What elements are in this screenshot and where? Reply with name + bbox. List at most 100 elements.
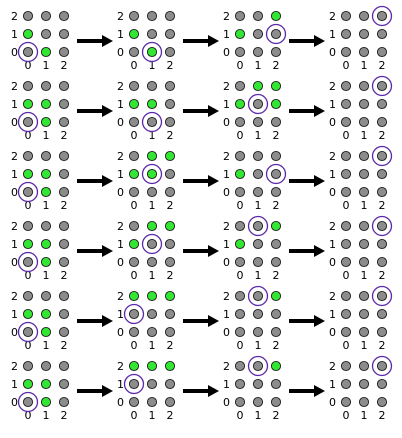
col-label: 2 xyxy=(61,339,68,352)
inactive-dot xyxy=(164,256,176,268)
inactive-dot xyxy=(252,168,264,180)
col-label: 1 xyxy=(149,129,156,142)
inactive-dot xyxy=(146,396,158,408)
inactive-dot xyxy=(22,360,34,372)
row-label: 2 xyxy=(223,290,230,303)
col-label: 1 xyxy=(361,269,368,282)
inactive-dot xyxy=(340,220,352,232)
col-label: 0 xyxy=(131,129,138,142)
row-label: 1 xyxy=(223,98,230,111)
inactive-dot xyxy=(340,98,352,110)
col-label: 2 xyxy=(61,199,68,212)
inactive-dot xyxy=(252,10,264,22)
inactive-dot xyxy=(40,80,52,92)
active-dot xyxy=(40,326,52,338)
arrow-icon xyxy=(77,385,113,397)
row-label: 1 xyxy=(117,28,124,41)
col-label: 2 xyxy=(167,59,174,72)
row-label: 1 xyxy=(11,308,18,321)
inactive-dot xyxy=(58,326,70,338)
inactive-dot xyxy=(146,10,158,22)
inactive-dot xyxy=(164,238,176,250)
inactive-dot xyxy=(340,360,352,372)
col-label: 1 xyxy=(361,129,368,142)
row-label: 2 xyxy=(223,220,230,233)
active-dot xyxy=(22,168,34,180)
arrow-icon xyxy=(77,175,113,187)
inactive-dot xyxy=(252,186,264,198)
row-label: 2 xyxy=(329,360,336,373)
inactive-dot xyxy=(252,308,264,320)
inactive-dot xyxy=(358,150,370,162)
inactive-dot xyxy=(58,396,70,408)
col-label: 1 xyxy=(43,199,50,212)
active-dot xyxy=(234,168,246,180)
row-label: 1 xyxy=(329,238,336,251)
inactive-dot xyxy=(270,378,282,390)
inactive-dot xyxy=(128,396,140,408)
inactive-dot xyxy=(358,290,370,302)
inactive-dot xyxy=(376,396,388,408)
arrow-icon xyxy=(77,315,113,327)
active-dot xyxy=(40,116,52,128)
inactive-dot xyxy=(58,10,70,22)
inactive-dot xyxy=(376,220,388,232)
inactive-dot xyxy=(376,98,388,110)
active-dot xyxy=(22,28,34,40)
active-dot xyxy=(128,28,140,40)
arrow-icon xyxy=(183,105,219,117)
inactive-dot xyxy=(252,220,264,232)
col-label: 2 xyxy=(273,129,280,142)
row-label: 1 xyxy=(117,308,124,321)
inactive-dot xyxy=(358,10,370,22)
active-dot xyxy=(270,360,282,372)
arrow-icon xyxy=(77,245,113,257)
arrow-icon xyxy=(183,245,219,257)
col-label: 2 xyxy=(61,269,68,282)
inactive-dot xyxy=(358,168,370,180)
row-label: 2 xyxy=(11,10,18,23)
col-label: 1 xyxy=(361,199,368,212)
col-label: 2 xyxy=(167,269,174,282)
row-label: 1 xyxy=(117,378,124,391)
inactive-dot xyxy=(358,308,370,320)
row-label: 1 xyxy=(11,98,18,111)
inactive-dot xyxy=(128,326,140,338)
inactive-dot xyxy=(234,378,246,390)
inactive-dot xyxy=(270,150,282,162)
inactive-dot xyxy=(340,326,352,338)
row-label: 2 xyxy=(117,10,124,23)
col-label: 2 xyxy=(379,199,386,212)
active-dot xyxy=(128,98,140,110)
col-label: 1 xyxy=(361,59,368,72)
col-label: 1 xyxy=(361,339,368,352)
row-label: 0 xyxy=(223,326,230,339)
inactive-dot xyxy=(252,28,264,40)
col-label: 1 xyxy=(149,199,156,212)
inactive-dot xyxy=(376,116,388,128)
position-marker xyxy=(265,163,287,185)
inactive-dot xyxy=(164,326,176,338)
active-dot xyxy=(40,308,52,320)
active-dot xyxy=(164,150,176,162)
row-label: 1 xyxy=(11,168,18,181)
position-marker xyxy=(371,215,393,237)
active-dot xyxy=(146,290,158,302)
row-label: 0 xyxy=(117,46,124,59)
position-marker xyxy=(141,163,163,185)
col-label: 2 xyxy=(379,59,386,72)
inactive-dot xyxy=(128,46,140,58)
active-dot xyxy=(22,378,34,390)
active-dot xyxy=(146,46,158,58)
col-label: 1 xyxy=(361,409,368,422)
inactive-dot xyxy=(358,80,370,92)
row-label: 2 xyxy=(223,10,230,23)
